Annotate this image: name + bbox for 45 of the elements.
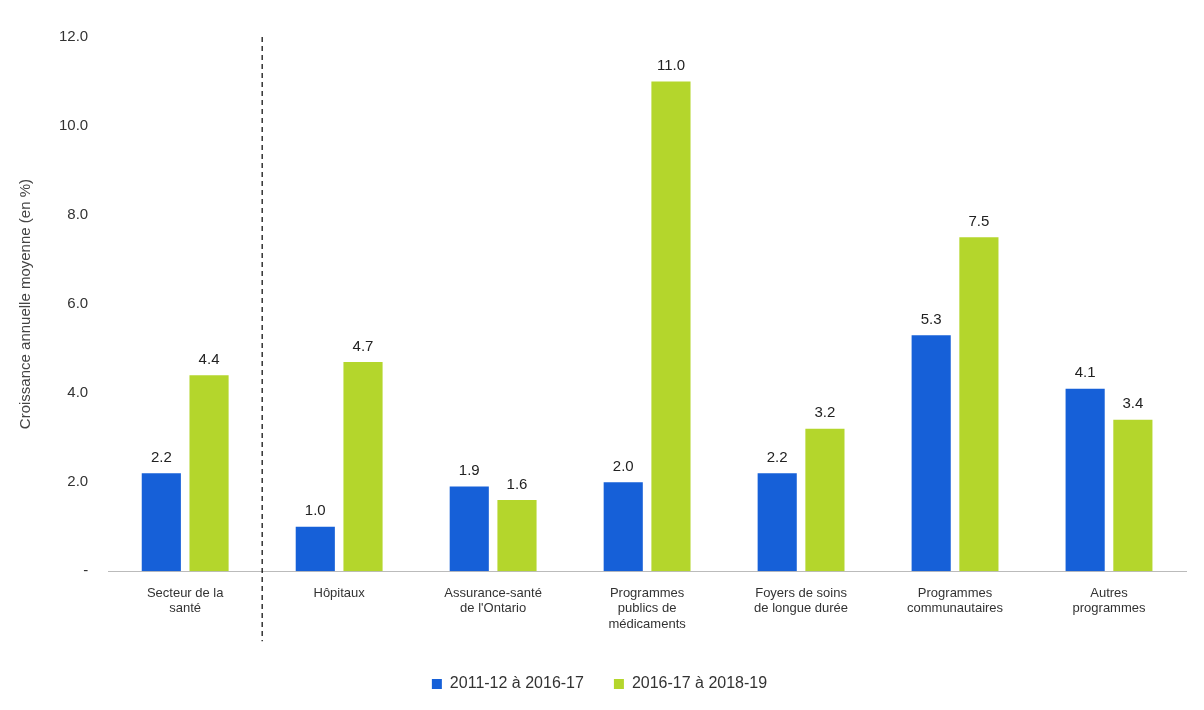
- bar: [343, 361, 383, 572]
- data-label: 4.1: [1074, 363, 1096, 381]
- y-tick-label: 2.0: [67, 472, 89, 490]
- data-label: 2.0: [612, 456, 634, 474]
- data-label: 2.2: [766, 447, 788, 465]
- legend-label: 2011-12 à 2016-17: [449, 674, 585, 692]
- bar: [911, 335, 951, 572]
- bar: [651, 81, 691, 572]
- y-tick-label: 6.0: [67, 294, 89, 312]
- x-tick-label: Foyers de soins de longue durée: [754, 584, 849, 616]
- data-label: 1.9: [458, 461, 480, 479]
- data-label: 7.5: [968, 211, 990, 229]
- bar: [295, 526, 335, 572]
- data-label: 4.4: [198, 349, 220, 367]
- data-label: 3.2: [814, 403, 836, 421]
- bar: [1065, 388, 1105, 572]
- x-tick-label: Autres programmes: [1072, 584, 1146, 616]
- bar: [141, 473, 181, 572]
- x-tick-label: Secteur de la santé: [146, 584, 225, 616]
- bar: [449, 486, 489, 572]
- y-tick-label: 12.0: [58, 27, 89, 45]
- bar: [1113, 419, 1153, 572]
- bar: [603, 482, 643, 572]
- bar: [189, 375, 229, 572]
- legend-label: 2016-17 à 2018-19: [631, 674, 768, 692]
- data-label: 3.4: [1122, 394, 1144, 412]
- y-tick-label: -: [83, 561, 89, 579]
- bar: [959, 237, 999, 572]
- data-label: 1.0: [304, 501, 326, 519]
- bar: [497, 499, 537, 572]
- x-tick-label: Programmes communautaires: [906, 584, 1004, 616]
- y-tick-label: 10.0: [58, 116, 89, 134]
- data-label: 11.0: [656, 56, 686, 74]
- x-tick-label: Hôpitaux: [313, 584, 366, 600]
- y-tick-label: 8.0: [67, 205, 89, 223]
- x-tick-label: Programmes publics de médicaments: [608, 584, 687, 631]
- data-label: 5.3: [920, 309, 942, 327]
- data-label: 4.7: [352, 336, 374, 354]
- x-tick-label: Assurance-santé de l'Ontario: [444, 584, 542, 616]
- data-label: 2.2: [150, 447, 172, 465]
- bar: [757, 473, 797, 572]
- y-tick-label: 4.0: [67, 383, 89, 401]
- y-axis-title: Croissance annuelle moyenne (en %): [16, 179, 34, 430]
- data-label: 1.6: [506, 474, 528, 492]
- bar: [805, 428, 845, 572]
